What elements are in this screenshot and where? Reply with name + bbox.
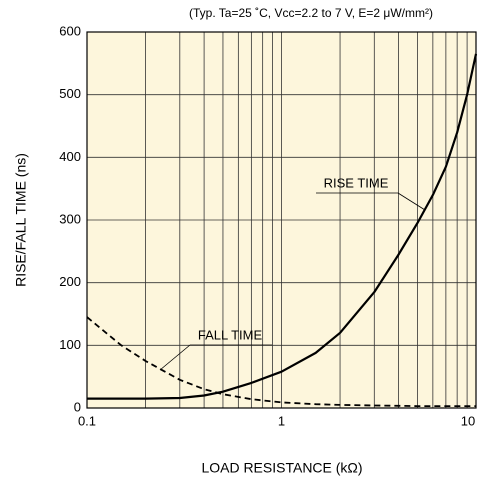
- series-label: RISE TIME: [324, 175, 389, 190]
- x-tick-label: 1: [278, 413, 285, 428]
- x-tick-label: 0.1: [78, 413, 96, 428]
- chart-title: (Typ. Ta=25 ˚C, Vcc=2.2 to 7 V, E=2 μW/m…: [189, 6, 433, 20]
- line-series: [86, 316, 476, 407]
- label-leader: [159, 344, 191, 371]
- line-series: [87, 53, 478, 400]
- y-tick-label: 500: [59, 86, 81, 101]
- x-axis-label: LOAD RESISTANCE (kΩ): [201, 460, 362, 476]
- y-tick-label: 600: [59, 23, 81, 38]
- y-tick-label: 300: [59, 211, 81, 226]
- plot-frame: [86, 31, 477, 409]
- series-label: FALL TIME: [198, 327, 263, 342]
- y-tick-label: 400: [59, 149, 81, 164]
- x-tick-label: 10: [461, 413, 475, 428]
- y-tick-label: 200: [59, 274, 81, 289]
- y-tick-label: 0: [74, 399, 81, 414]
- y-tick-label: 100: [59, 337, 81, 352]
- y-axis-label: RISE/FALL TIME (ns): [13, 153, 29, 287]
- label-leader: [397, 192, 426, 211]
